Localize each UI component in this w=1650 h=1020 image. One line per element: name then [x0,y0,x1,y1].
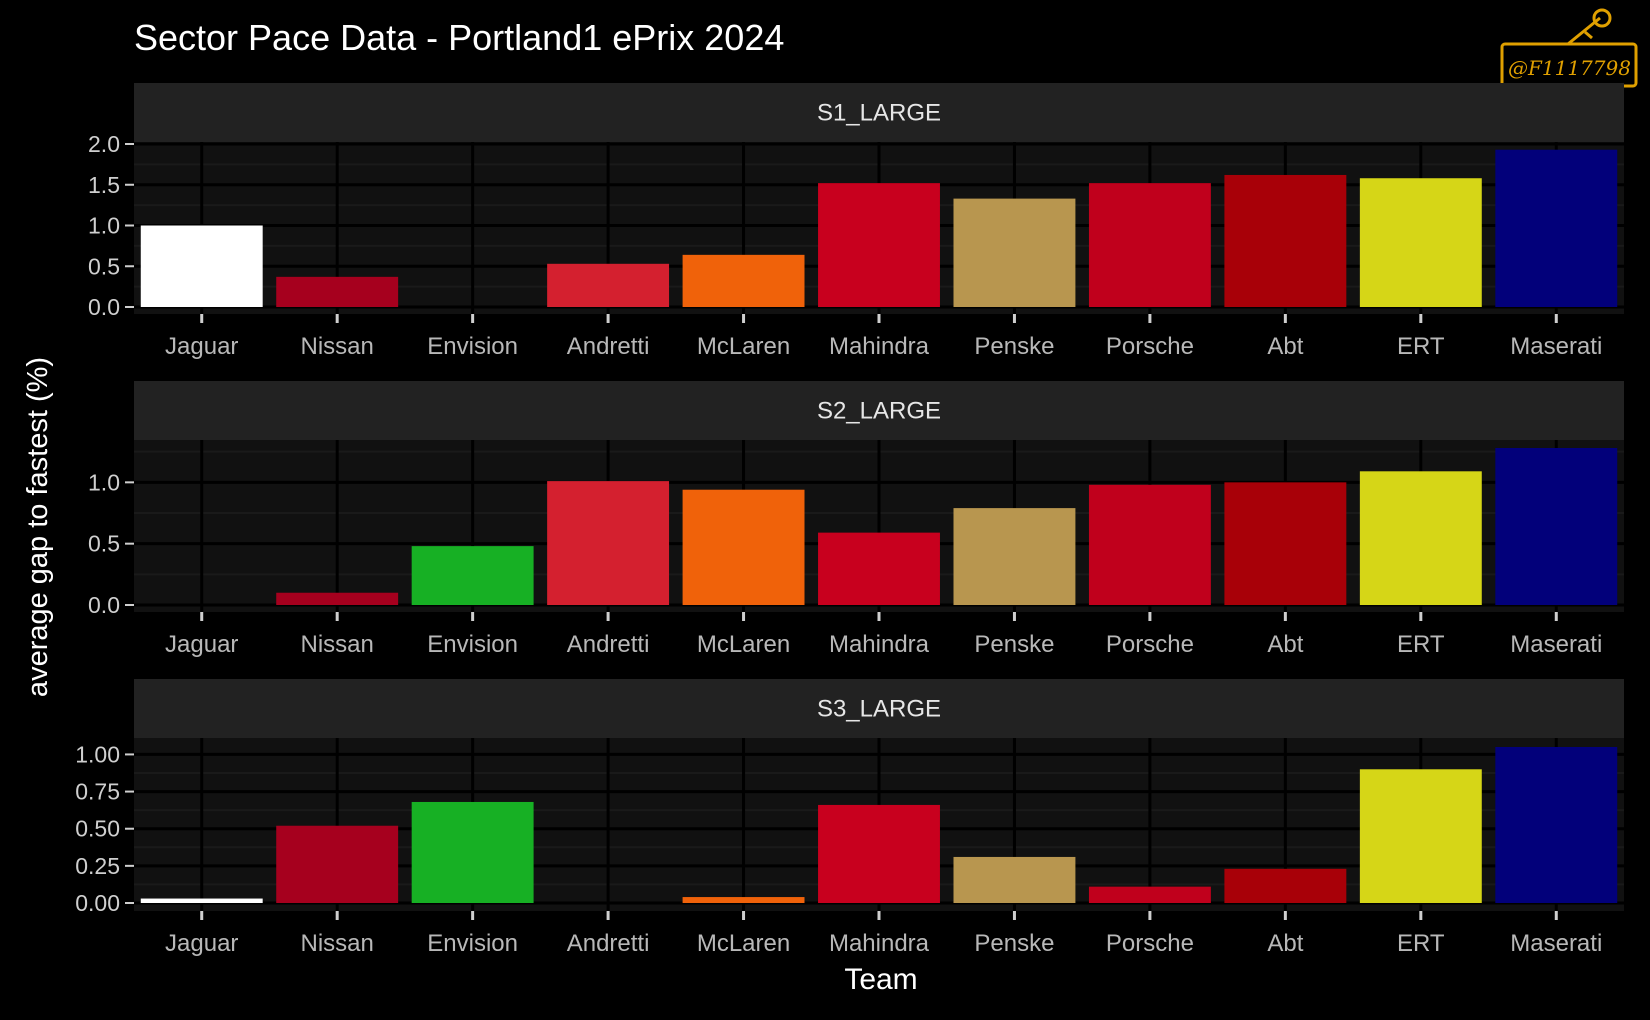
facet-panel-3: S3_LARGE 0.00 0.25 0.50 0.75 1.00 Jaguar Nissan… [75,679,1624,957]
bar-abt [1224,174,1347,307]
y-tick-label: 1.5 [88,172,120,198]
x-tick-label: Mahindra [829,631,930,658]
bar-nissan [276,276,399,307]
y-tick-label: 1.0 [88,213,120,239]
x-tick-label: Nissan [301,930,374,957]
bar-mclaren [682,897,805,903]
bar-jaguar [140,898,263,903]
facet-panels: S1_LARGE 0.0 0.5 1.0 1.5 2.0 Jaguar Nissan Envis… [75,83,1624,957]
bar-maserati [1495,448,1618,605]
y-tick-label: 0.75 [75,779,120,805]
logo-text: @F1117798 [1508,56,1631,80]
x-tick-label: Penske [974,631,1054,658]
x-tick-label: Abt [1267,631,1303,658]
bar-maserati [1495,149,1618,307]
chart-title: Sector Pace Data - Portland1 ePrix 2024 [134,17,784,58]
bar-mahindra [818,183,940,307]
x-tick-label: Porsche [1106,333,1194,360]
bar-envision [411,801,534,903]
bar-abt [1224,482,1347,605]
x-tick-label: Mahindra [829,333,930,360]
x-tick-label: Andretti [567,930,650,957]
facet-panel-1: S1_LARGE 0.0 0.5 1.0 1.5 2.0 Jaguar Nissan Envis… [88,83,1624,360]
x-tick-label: Envision [427,930,518,957]
bar-jaguar [140,225,263,307]
y-tick-label: 0.5 [88,531,120,557]
x-tick-label: McLaren [697,631,790,658]
x-tick-label: Maserati [1510,930,1602,957]
y-tick-label: 0.0 [88,294,120,320]
bar-nissan [276,825,399,903]
x-tick-label: McLaren [697,930,790,957]
x-tick-label: Envision [427,631,518,658]
bar-andretti [547,263,670,307]
bar-porsche [1088,886,1211,903]
x-tick-label: Penske [974,930,1054,957]
x-tick-label: Jaguar [165,631,238,658]
facet-strip [134,83,1624,142]
y-tick-label: 0.0 [88,592,120,618]
y-tick-label: 2.0 [88,131,120,157]
bar-penske [953,856,1076,903]
bar-nissan [276,592,399,605]
bar-porsche [1088,183,1211,307]
bar-ert [1359,178,1482,307]
x-tick-label: McLaren [697,333,790,360]
bar-mahindra [818,804,940,903]
y-axis-title: average gap to fastest (%) [22,357,54,697]
y-tick-label: 0.5 [88,253,120,279]
x-tick-label: Maserati [1510,631,1602,658]
bar-penske [953,508,1076,605]
x-tick-label: Maserati [1510,333,1602,360]
bar-penske [953,198,1076,307]
y-tick-label: 0.50 [75,816,120,842]
bar-abt [1224,868,1347,903]
x-tick-label: Jaguar [165,930,238,957]
bar-andretti [547,481,670,605]
x-tick-label: Penske [974,333,1054,360]
bar-ert [1359,471,1482,605]
x-tick-label: Abt [1267,930,1303,957]
x-tick-label: Porsche [1106,930,1194,957]
x-axis-title: Team [844,963,917,996]
x-tick-label: ERT [1397,333,1445,360]
facet-strip-label: S3_LARGE [817,696,941,723]
facet-strip [134,679,1624,738]
x-tick-label: Andretti [567,631,650,658]
facet-strip-label: S1_LARGE [817,100,941,127]
x-tick-label: ERT [1397,930,1445,957]
y-tick-label: 0.00 [75,890,120,916]
x-tick-label: Nissan [301,631,374,658]
bar-maserati [1495,747,1618,903]
bar-mclaren [682,254,805,307]
y-tick-label: 0.25 [75,853,120,879]
bar-mahindra [818,532,940,605]
x-tick-label: Nissan [301,333,374,360]
y-tick-label: 1.00 [75,741,120,767]
y-tick-label: 1.0 [88,469,120,495]
logo: @F1117798 [1500,8,1638,88]
x-tick-label: Mahindra [829,930,930,957]
x-tick-label: ERT [1397,631,1445,658]
x-tick-label: Jaguar [165,333,238,360]
facet-strip [134,381,1624,440]
facet-strip-label: S2_LARGE [817,398,941,425]
facet-panel-2: S2_LARGE 0.0 0.5 1.0 Jaguar Nissan Envision And… [88,381,1624,658]
bar-porsche [1088,484,1211,605]
x-tick-label: Abt [1267,333,1303,360]
bar-envision [411,546,534,605]
x-tick-label: Porsche [1106,631,1194,658]
bar-ert [1359,769,1482,903]
bar-mclaren [682,489,805,605]
x-tick-label: Andretti [567,333,650,360]
x-tick-label: Envision [427,333,518,360]
